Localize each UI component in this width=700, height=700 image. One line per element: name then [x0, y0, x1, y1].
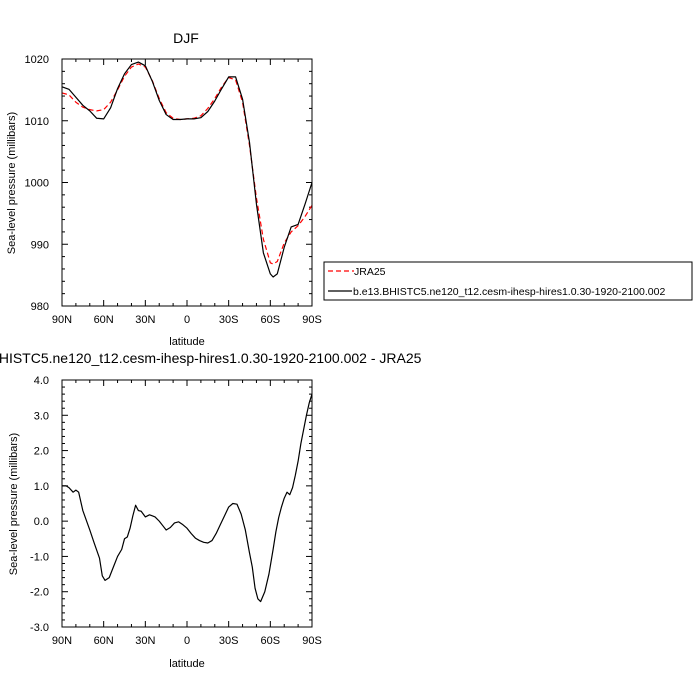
top-y-tick-label: 1010: [25, 116, 49, 128]
top-y-tick-label: 1020: [25, 54, 49, 66]
bottom-panel-xlabel: latitude: [169, 658, 204, 670]
top-panel-ylabel: Sea-level pressure (millibars): [6, 112, 18, 254]
top-panel-xlabel: latitude: [169, 336, 204, 348]
bottom-y-tick-label: -2.0: [30, 587, 49, 599]
top-series-line-0: [61, 63, 313, 265]
bottom-x-tick-label: 60S: [261, 635, 281, 647]
top-x-tick-label: 60N: [94, 314, 114, 326]
bottom-panel-series: [62, 393, 313, 603]
bottom-panel-ylabel: Sea-level pressure (millibars): [8, 433, 20, 575]
bottom-panel-axes: 90N 60N 30N 0 30S 60S 90S -3.0 -2.0 -1.0 0.0 1.0 2.0…: [30, 375, 322, 647]
legend-label-model: b.e13.BHISTC5.ne120_t12.cesm-ihesp-hires…: [353, 286, 665, 298]
bottom-y-tick-label: -1.0: [30, 551, 49, 563]
top-x-tick-label: 90S: [302, 314, 322, 326]
top-y-tick-label: 990: [31, 239, 49, 251]
bottom-panel-difference: b.e13.BHISTC5.ne120_t12.cesm-ihesp-hires…: [0, 350, 422, 670]
bottom-y-tick-label: 3.0: [34, 410, 49, 422]
bottom-y-tick-label: 4.0: [34, 375, 49, 387]
legend-box: [323, 261, 693, 301]
top-series-line-1: [61, 61, 313, 278]
bottom-x-tick-label: 30N: [135, 635, 155, 647]
bottom-y-tick-label: -3.0: [30, 622, 49, 634]
top-y-tick-label: 980: [31, 301, 49, 313]
bottom-panel-title: b.e13.BHISTC5.ne120_t12.cesm-ihesp-hires…: [0, 350, 422, 366]
legend: JRA25 b.e13.BHISTC5.ne120_t12.cesm-ihesp…: [323, 261, 693, 301]
top-panel-axes: 90N 60N 30N 0 30S 60S 90S 980 990 1000 1010 1020: [25, 54, 322, 326]
top-x-tick-label: 0: [184, 314, 190, 326]
bottom-series-line-0: [62, 393, 313, 603]
top-x-tick-label: 30N: [135, 314, 155, 326]
top-y-tick-label: 1000: [25, 178, 49, 190]
top-x-tick-label: 90N: [52, 314, 72, 326]
bottom-y-tick-label: 2.0: [34, 446, 49, 458]
top-panel-frame: [61, 58, 313, 307]
bottom-x-tick-label: 90N: [52, 635, 72, 647]
top-panel-djf: DJF 90N 60N 30N 0 30S 60S 90S 980 990 1000 1010 102…: [6, 30, 322, 348]
legend-label-jra25: JRA25: [354, 266, 386, 278]
top-x-tick-label: 60S: [261, 314, 281, 326]
bottom-panel-frame: [61, 379, 313, 628]
bottom-x-tick-label: 30S: [219, 635, 239, 647]
bottom-x-tick-label: 90S: [302, 635, 322, 647]
bottom-y-tick-label: 0.0: [34, 516, 49, 528]
bottom-x-tick-label: 60N: [94, 635, 114, 647]
top-panel-title: DJF: [173, 30, 199, 46]
bottom-y-tick-label: 1.0: [34, 481, 49, 493]
top-x-tick-label: 30S: [219, 314, 239, 326]
bottom-x-tick-label: 0: [184, 635, 190, 647]
top-panel-series: [61, 61, 313, 278]
